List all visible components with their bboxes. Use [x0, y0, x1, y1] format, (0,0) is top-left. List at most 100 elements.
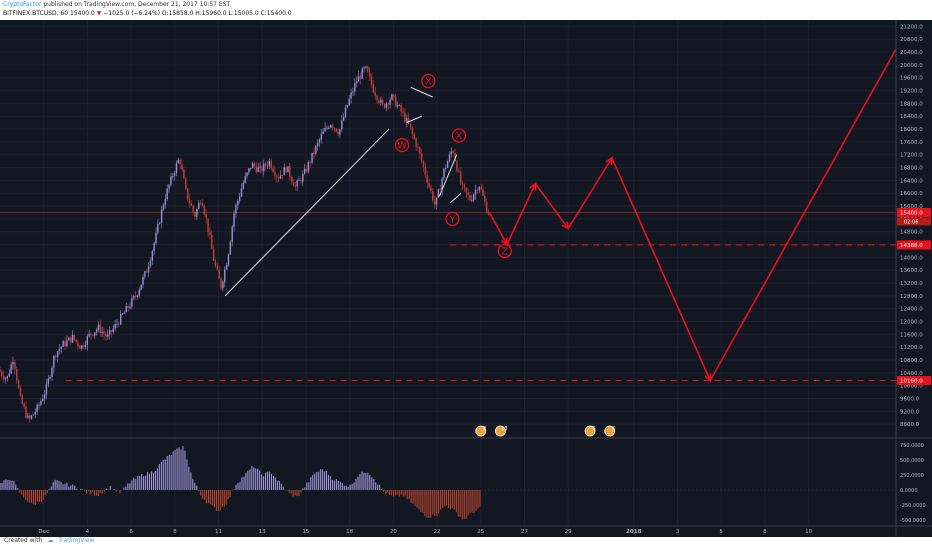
oscillator-bar	[410, 490, 412, 503]
candle-body	[142, 276, 144, 285]
oscillator-bar	[449, 490, 452, 510]
candle-body	[391, 94, 393, 100]
candle-body	[60, 346, 62, 350]
projection-segment	[534, 183, 569, 229]
event-marker-icon[interactable]	[475, 425, 487, 437]
candle-body	[276, 175, 278, 178]
candle-body	[266, 165, 269, 167]
oscillator-bar	[318, 471, 320, 490]
candle-body	[255, 166, 258, 172]
time-axis[interactable]: Dec 4 6 8 11 13 15 18 20 22 25 27 29 2018 3 5 8 10	[0, 525, 932, 535]
published-text: published on TradingView.com, December 2…	[43, 1, 231, 8]
wave-label-circle	[451, 128, 467, 143]
candle-body	[173, 173, 176, 176]
candle-body	[355, 81, 358, 84]
event-markers[interactable]: 2 13 6 C	[475, 425, 616, 437]
candle-body	[441, 178, 443, 190]
candle-body	[129, 306, 131, 309]
oscillator-bar	[0, 483, 1, 490]
candle-body	[134, 296, 137, 297]
oscillator-bar	[160, 461, 162, 490]
oscillator-bar	[272, 475, 274, 490]
candle-body	[426, 175, 428, 184]
candle-body	[452, 151, 454, 153]
wave-label-circle	[497, 243, 512, 259]
candle-body	[326, 127, 328, 129]
oscillator-bar	[125, 486, 127, 490]
event-marker-icon[interactable]	[584, 425, 596, 437]
candle-body	[58, 349, 61, 352]
candle-body	[487, 213, 490, 215]
candle-body	[110, 330, 113, 333]
price-axis[interactable]: 21200.0 20800.0 20400.0 20000.0 19600.0 19200…	[895, 20, 932, 537]
candle-body	[307, 162, 310, 172]
candle-body	[417, 147, 419, 148]
candle-body	[316, 142, 319, 147]
oscillator-bar	[438, 490, 440, 514]
oscillator-bar	[48, 488, 50, 490]
oscillator-bar	[343, 485, 345, 490]
oscillator-bar	[202, 490, 204, 500]
candle-body	[159, 222, 161, 224]
oscillator-bar	[162, 460, 164, 490]
candle-body	[264, 163, 267, 166]
candle-body	[3, 375, 5, 380]
event-marker-icon[interactable]	[604, 425, 616, 437]
oscillator-bar	[353, 482, 355, 490]
candle-body	[121, 313, 124, 315]
oscillator-bar	[139, 476, 141, 490]
oscillator-bar	[145, 475, 147, 490]
candle-body	[331, 125, 334, 128]
oscillator-bar	[9, 480, 11, 490]
candle-body	[400, 105, 402, 112]
oscillator-bar	[296, 490, 298, 497]
oscillator-bar	[312, 474, 314, 490]
candle-body	[433, 200, 436, 205]
price-tick-label: 19200.0	[900, 89, 923, 95]
oscillator-bar	[445, 490, 448, 506]
oscillator-bar	[467, 490, 469, 516]
oscillator-bar	[418, 490, 420, 510]
candle-body	[474, 189, 477, 195]
candle-body	[251, 163, 254, 169]
trendline	[410, 86, 433, 98]
candle-body	[394, 96, 397, 107]
event-marker-icon[interactable]	[495, 425, 506, 437]
oscillator-bar	[310, 477, 312, 490]
oscillator-bar	[192, 478, 194, 490]
candle-body	[402, 111, 404, 113]
author-link[interactable]: CryptoFactor	[3, 1, 42, 8]
candle-body	[108, 330, 111, 335]
countdown-badge	[897, 217, 931, 226]
price-tick-label: 17200.0	[900, 153, 923, 159]
oscillator-bar	[211, 490, 214, 506]
footer-credit: Created with ☁ TradingView	[4, 537, 95, 544]
time-tick-label: 10	[805, 529, 812, 535]
oscillator-bar	[137, 475, 139, 490]
time-tick-label: 8	[763, 529, 767, 535]
tradingview-brand[interactable]: TradingView	[58, 537, 95, 544]
candle-body	[23, 404, 25, 407]
oscillator-bar	[400, 490, 402, 495]
oscillator-bar	[249, 469, 251, 490]
event-marker-label: C	[612, 426, 616, 432]
oscillator-bar	[68, 486, 70, 490]
candle-body	[294, 186, 297, 187]
candle-body	[292, 181, 295, 187]
candle-body	[114, 324, 116, 329]
price-label-text: 15400.0	[900, 210, 923, 216]
oscillator-bar	[233, 489, 235, 490]
candle-body	[259, 166, 261, 168]
candle-body	[29, 415, 31, 419]
oscillator-bar	[388, 490, 391, 495]
countdown-text: 02:06	[904, 219, 918, 225]
oscillator-bar	[3, 480, 5, 490]
candle-body	[463, 184, 466, 188]
oscillator-bar	[440, 490, 442, 510]
wave-label: X	[425, 76, 432, 87]
time-tick-label: 18	[346, 529, 353, 535]
oscillator-bar	[361, 471, 363, 490]
oscillator-bar	[99, 490, 101, 494]
tradingview-logo-icon[interactable]: ☁	[47, 537, 54, 544]
